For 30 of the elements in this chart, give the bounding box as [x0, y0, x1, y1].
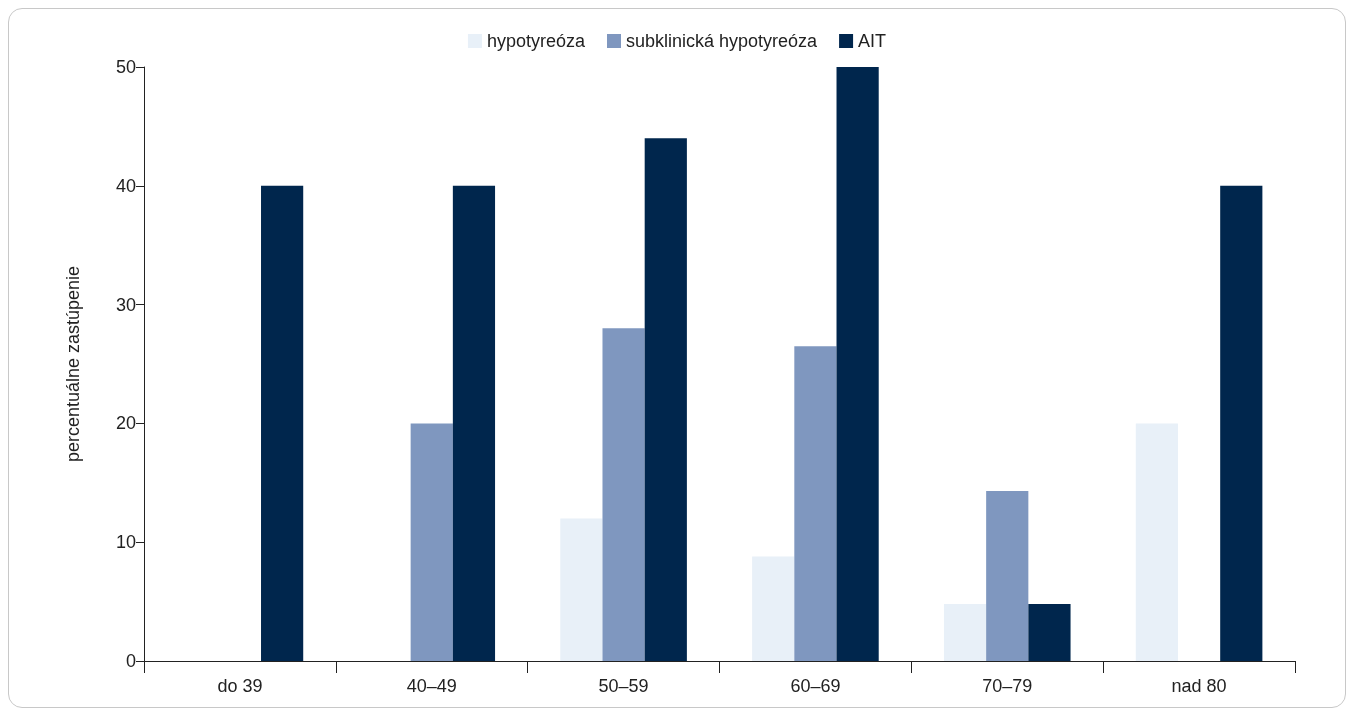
x-tick-label: do 39 — [217, 676, 263, 696]
y-tick-label: 20 — [115, 413, 136, 434]
x-tick-label: 70–79 — [982, 676, 1033, 696]
bar — [1220, 185, 1263, 661]
y-tick-label: 40 — [115, 175, 136, 196]
bar — [261, 185, 304, 661]
bar — [452, 185, 496, 661]
bar — [794, 346, 837, 661]
legend-label: subklinická hypotyreóza — [625, 31, 819, 51]
y-tick-label: 30 — [115, 294, 136, 315]
y-tick-label: 50 — [115, 57, 136, 77]
x-tick-label: 40–49 — [406, 676, 457, 696]
bar — [1135, 423, 1178, 661]
x-tick-label: nad 80 — [1171, 676, 1227, 696]
x-tick-label: 60–69 — [790, 676, 841, 696]
bar — [986, 491, 1029, 661]
bar — [560, 518, 603, 661]
legend-label: AIT — [858, 31, 887, 51]
bar — [602, 328, 645, 661]
legend-label: hypotyreóza — [486, 31, 586, 51]
bar — [943, 603, 987, 661]
bar — [752, 556, 795, 661]
bar — [836, 67, 879, 661]
bar — [644, 138, 687, 661]
y-tick-label: 0 — [125, 651, 136, 671]
bar — [1028, 603, 1071, 661]
y-axis-title: percentuálne zastúpenie — [63, 265, 83, 463]
x-tick-label: 50–59 — [598, 676, 649, 696]
y-tick-label: 10 — [115, 532, 136, 553]
bar — [410, 423, 453, 661]
